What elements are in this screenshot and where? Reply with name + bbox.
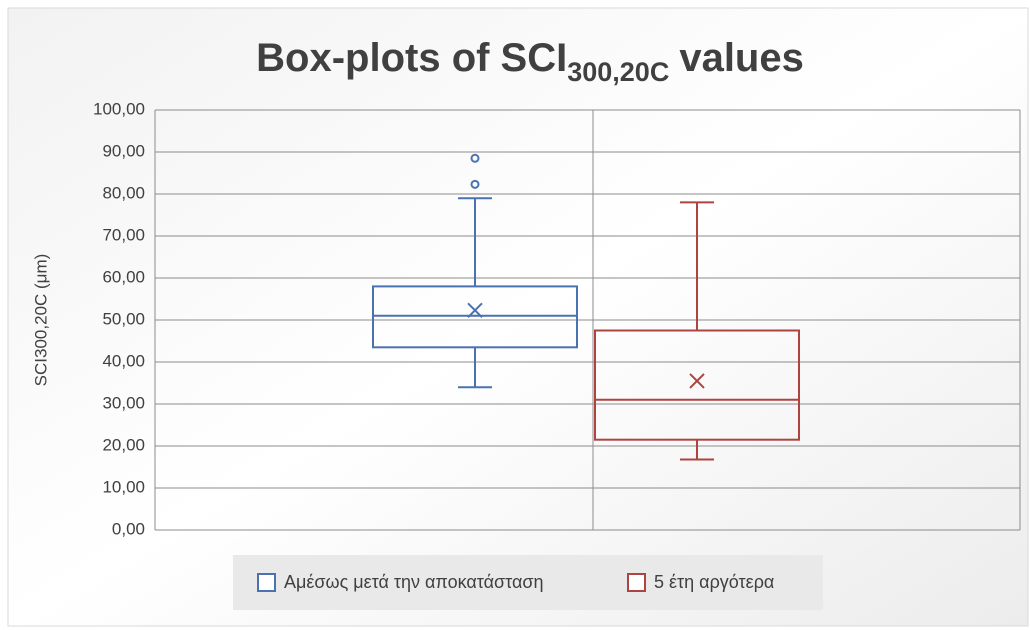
outlier (470, 153, 480, 163)
legend-label: 5 έτη αργότερα (654, 572, 774, 592)
title-subscript: 300,20C (567, 57, 669, 87)
y-tick-label: 70,00 (102, 225, 145, 244)
y-tick-label: 60,00 (102, 267, 145, 286)
chart-title: Box-plots of SCI300,20C values (256, 36, 804, 88)
y-axis-label: SCI300,20C (μm) (31, 254, 50, 387)
box (594, 329, 800, 441)
y-tick-label: 10,00 (102, 477, 145, 496)
y-tick-label: 30,00 (102, 393, 145, 412)
y-tick-label: 0,00 (112, 519, 145, 538)
legend-swatch (627, 573, 646, 592)
legend-background (233, 555, 823, 610)
y-tick-label: 50,00 (102, 309, 145, 328)
y-tick-label: 20,00 (102, 435, 145, 454)
y-tick-label: 80,00 (102, 183, 145, 202)
chart-background (7, 7, 1029, 627)
box (372, 285, 578, 349)
legend-swatch (257, 573, 276, 592)
outlier (470, 179, 480, 189)
y-tick-label: 100,00 (93, 99, 145, 118)
y-tick-label: 40,00 (102, 351, 145, 370)
y-tick-label: 90,00 (102, 141, 145, 160)
title-main: Box-plots of SCI (256, 36, 567, 80)
mean-marker (689, 373, 705, 389)
mean-marker (467, 302, 483, 319)
legend-label: Αμέσως μετά την αποκατάσταση (284, 572, 544, 592)
title-suffix: values (679, 36, 804, 80)
